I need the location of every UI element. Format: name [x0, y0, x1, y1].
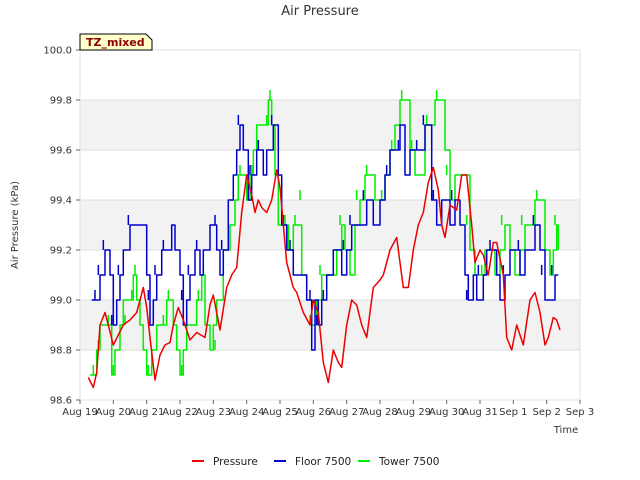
- chart-title: Air Pressure: [281, 4, 359, 19]
- legend-item: Floor 7500: [274, 456, 351, 468]
- grid-band: [80, 100, 580, 150]
- legend-label: Floor 7500: [295, 456, 351, 468]
- series-line: [91, 124, 559, 351]
- x-tick-label: Aug 24: [229, 407, 264, 418]
- x-tick-label: Aug 20: [96, 407, 131, 418]
- x-tick-label: Aug 23: [196, 407, 231, 418]
- plot-area: [79, 49, 581, 401]
- x-tick-label: Aug 21: [129, 407, 164, 418]
- x-tick-label: Aug 19: [62, 407, 97, 418]
- series-line: [87, 166, 561, 389]
- y-tick-label: 98.8: [50, 346, 72, 357]
- grid-bands: [80, 100, 580, 350]
- y-axis-ticks: 98.6 98.8 99.0 99.2 99.4 99.6 99.8 100.0: [43, 46, 80, 407]
- x-tick-label: Aug 31: [462, 407, 497, 418]
- x-tick-label: Sep 1: [499, 407, 527, 418]
- badge-label: TZ_mixed: [86, 36, 145, 49]
- y-axis-label: Air Pressure (kPa): [10, 181, 21, 269]
- legend-item: Pressure: [192, 456, 258, 468]
- x-tick-label: Aug 26: [296, 407, 331, 418]
- y-tick-label: 99.6: [50, 146, 72, 157]
- y-tick-label: 100.0: [43, 46, 72, 57]
- x-tick-label: Aug 25: [262, 407, 297, 418]
- series-pressure: [87, 166, 561, 389]
- x-tick-label: Aug 28: [362, 407, 397, 418]
- y-tick-label: 98.6: [50, 396, 72, 407]
- x-tick-label: Aug 22: [162, 407, 197, 418]
- legend-label: Tower 7500: [378, 456, 439, 468]
- series-layer: [87, 90, 561, 389]
- y-tick-label: 99.4: [50, 196, 72, 207]
- y-tick-label: 99.0: [50, 296, 72, 307]
- badge: TZ_mixed: [79, 33, 153, 51]
- x-tick-label: Sep 2: [532, 407, 560, 418]
- x-tick-label: Aug 29: [396, 407, 431, 418]
- x-tick-label: Aug 27: [329, 407, 364, 418]
- legend: Pressure Floor 7500 Tower 7500: [192, 456, 439, 468]
- x-tick-label: Sep 3: [566, 407, 594, 418]
- x-axis-label: Time: [553, 425, 578, 436]
- x-tick-label: Aug 30: [429, 407, 464, 418]
- y-tick-label: 99.8: [50, 96, 72, 107]
- legend-label: Pressure: [213, 456, 258, 468]
- legend-item: Tower 7500: [358, 456, 439, 468]
- y-tick-label: 99.2: [50, 246, 72, 257]
